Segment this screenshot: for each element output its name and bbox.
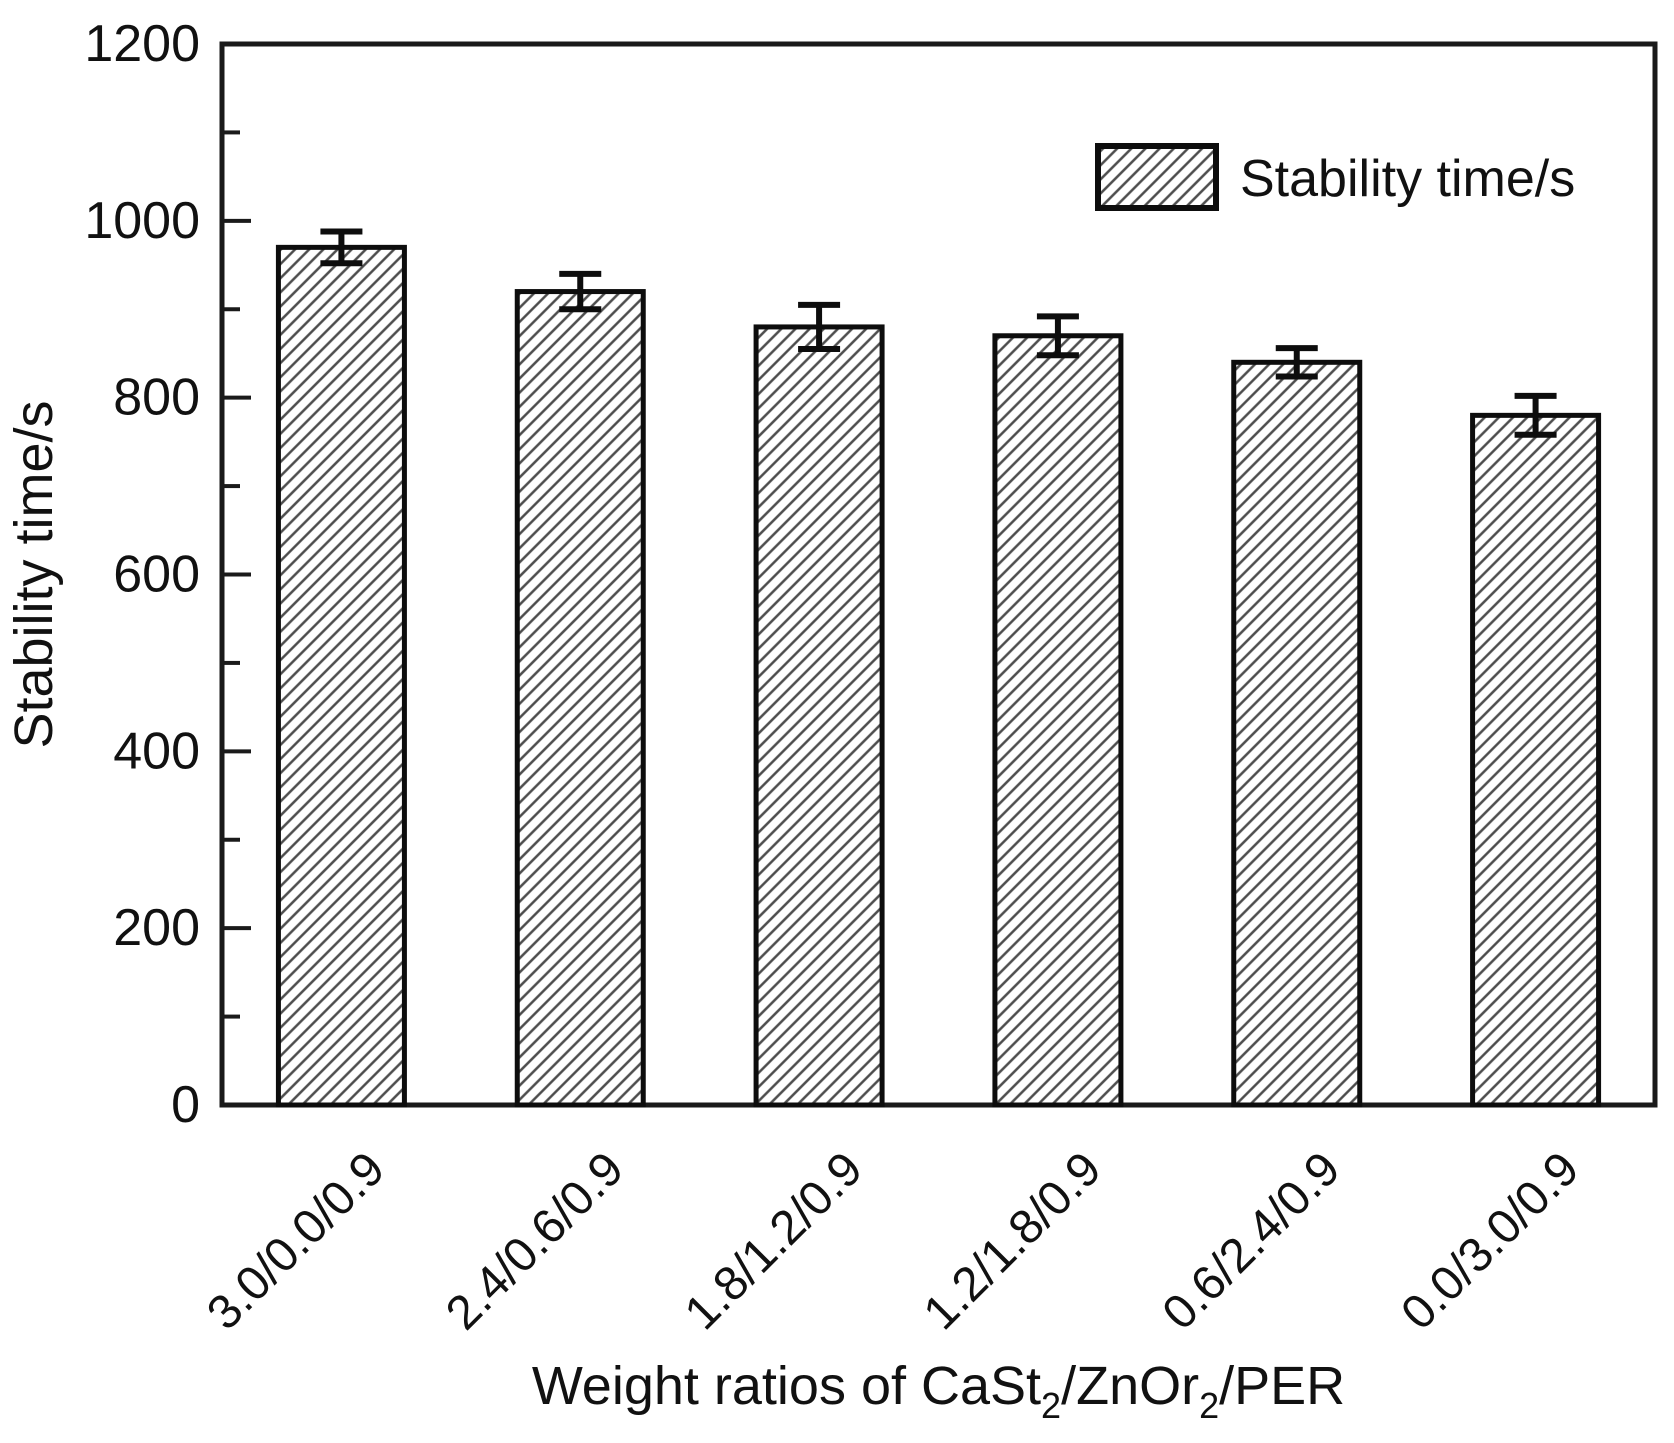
x-axis-title-part: Weight ratios of CaSt [532, 1356, 1041, 1416]
x-axis-title-subscript: 2 [1041, 1385, 1061, 1426]
y-tick-label: 200 [113, 899, 200, 957]
x-axis-title-part: /PER [1219, 1356, 1345, 1416]
bar-2 [514, 289, 646, 1108]
y-axis: 0 200 400 600 800 1000 1200 [84, 15, 251, 1134]
bar-1 [275, 244, 407, 1108]
y-tick-label: 400 [113, 722, 200, 780]
bar-3 [753, 324, 885, 1108]
bar-4 [992, 333, 1124, 1108]
legend: Stability time/s [1095, 143, 1575, 211]
y-tick-label: 0 [171, 1076, 200, 1134]
y-tick-label: 1200 [84, 15, 200, 73]
x-axis-title-subscript: 2 [1199, 1385, 1219, 1426]
legend-label: Stability time/s [1240, 150, 1575, 208]
bar-5 [1231, 359, 1363, 1108]
error-bars-group [320, 228, 1557, 438]
y-tick-label: 1000 [84, 192, 200, 250]
y-tick-label: 600 [113, 546, 200, 604]
bars-group [275, 244, 1602, 1108]
y-tick-label: 800 [113, 369, 200, 427]
bar-6 [1470, 412, 1602, 1108]
x-axis-title-part: /ZnOr [1061, 1356, 1199, 1416]
legend-swatch-hatch [1095, 143, 1219, 211]
y-axis-title: Stability time/s [4, 400, 64, 748]
x-axis-title: Weight ratios of CaSt2/ZnOr2/PER [532, 1356, 1345, 1426]
plot-frame [219, 41, 1658, 1108]
